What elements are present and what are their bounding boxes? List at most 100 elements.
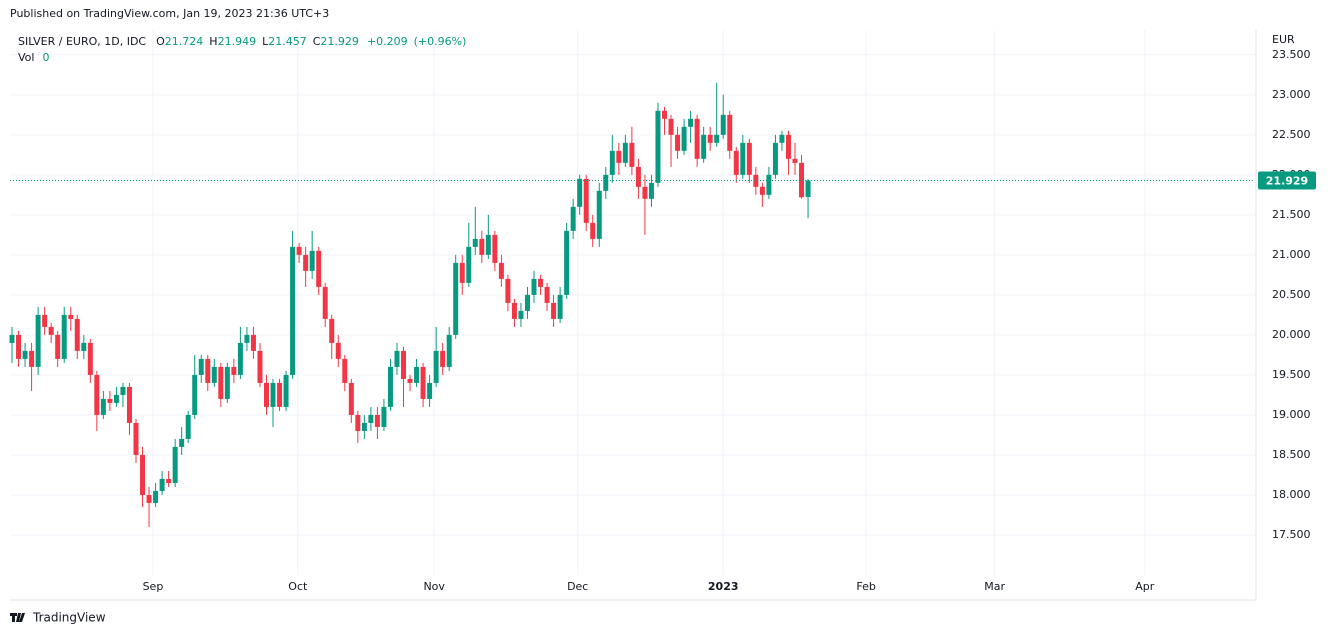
candle-body [81,342,87,351]
candle-body [394,350,400,367]
candle-body [42,314,48,327]
y-tick-label: 23.500 [1272,48,1311,61]
candle-body [785,134,791,159]
candle-body [153,490,159,503]
candle-body [126,386,132,423]
y-tick-label: 21.500 [1272,208,1311,221]
candle-body [68,314,74,319]
candle-body [374,414,380,427]
candle-body [544,286,550,303]
legend-low: 21.457 [268,35,307,48]
grid [10,30,1255,575]
candle-body [322,286,328,319]
x-tick-label: 2023 [708,580,739,593]
candle-body [355,414,361,431]
vol-value: 0 [42,51,49,64]
candle-body [29,350,35,367]
y-tick-label: 18.000 [1272,488,1311,501]
candle-body [505,278,511,303]
candle-body [166,478,172,483]
candle-body [205,358,211,383]
candle-body [688,118,694,127]
candle-body [277,382,283,407]
legend-key: H [209,35,217,48]
candle-body [662,110,668,119]
legend: SILVER / EURO, 1D, IDC O21.724 H21.949 L21.… [18,35,466,48]
candle-body [329,318,335,343]
candle-body [498,262,504,279]
candle-body [218,366,224,399]
candle-body [720,114,726,135]
x-tick-label: Sep [143,580,164,593]
vol-label: Vol [18,51,34,64]
candle-body [22,350,28,359]
candle-body [185,414,191,439]
candle-body [309,250,315,271]
candle-body [740,142,746,175]
candle-body [772,142,778,175]
candle-body [159,478,165,491]
candle-body [707,134,713,143]
published: Published on TradingView.com, Jan 19, 20… [10,7,329,20]
candle-body [250,334,256,351]
candle-body [107,398,113,403]
legend-close: 21.929 [320,35,359,48]
candle-body [179,438,185,447]
candle-body [642,186,648,199]
candle-body [799,162,805,198]
candle-body [74,318,80,351]
candle-body [433,350,439,383]
candle-body [557,294,563,319]
candle-body [701,134,707,159]
candle-body [759,186,765,195]
candle-body [48,326,54,335]
candle-body [792,158,798,163]
x-tick-label: Nov [423,580,445,593]
x-tick-label: Dec [567,580,588,593]
legend-key: C [313,35,321,48]
candle-body [531,278,537,295]
logo: TradingView [10,611,106,625]
candle-body [231,366,237,375]
y-tick-label: 21.000 [1272,248,1311,261]
candle-body [16,334,22,359]
candle-body [387,366,393,407]
x-tick-label: Oct [288,580,308,593]
candle-body [655,110,661,183]
candle-body [224,366,230,399]
candle-body [681,126,687,151]
candle-body [564,230,570,295]
candle-body [635,166,641,187]
candle-body [113,394,119,403]
candle-body [524,294,530,311]
candle-body [551,302,557,319]
currency: EUR [1272,33,1295,46]
y-tick-label: 23.000 [1272,88,1311,101]
candle-body [198,358,204,375]
x-tick-label: Apr [1135,580,1155,593]
candle-body [263,382,269,407]
logo-text: TradingView [32,611,106,625]
candle-body [583,178,589,223]
candle-body [316,250,322,287]
candle-body [335,342,341,359]
candle-body [459,262,465,283]
candle-body [596,190,602,239]
candle-body [120,386,126,395]
candle-body [518,310,524,319]
candle-body [668,118,674,135]
candle-body [381,406,387,427]
candle-body [766,174,772,195]
y-tick-label: 19.500 [1272,368,1311,381]
candle-body [361,422,367,431]
candle-body [746,142,752,175]
last-price-label: 21.929 [1266,175,1308,188]
candle-body [420,366,426,399]
candle-body [172,446,178,483]
candle-body [733,150,739,175]
y-tick-label: 20.500 [1272,288,1311,301]
candle-body [283,374,289,407]
legend-change-pct: (+0.96%) [414,35,467,48]
candle-body [100,398,106,415]
